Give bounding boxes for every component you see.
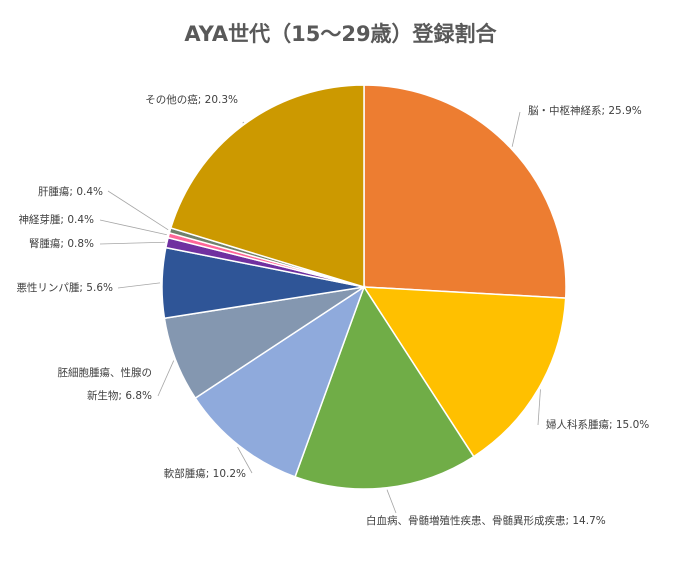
data-label: 婦人科系腫瘍; 15.0% bbox=[546, 418, 649, 431]
pie-slice bbox=[294, 285, 475, 490]
leader-lines bbox=[99, 111, 541, 514]
pie-slice bbox=[194, 285, 366, 478]
leader-line bbox=[537, 389, 541, 426]
pie-slice bbox=[169, 84, 365, 289]
data-label: 胚細胞腫瘍、性腺の bbox=[58, 366, 153, 379]
data-label: 神経芽腫; 0.4% bbox=[18, 213, 94, 226]
leader-line bbox=[99, 241, 165, 245]
leader-line bbox=[107, 190, 169, 231]
data-labels: 脳・中枢神経系; 25.9% 婦人科系腫瘍; 15.0% 白血病、骨髄増殖性疾患、骨… bbox=[16, 93, 649, 527]
data-label: 悪性リンパ腫; 5.6% bbox=[16, 281, 113, 294]
leader-line bbox=[237, 446, 253, 474]
pie-slice bbox=[363, 84, 567, 299]
data-label: 脳・中枢神経系; 25.9% bbox=[528, 104, 642, 117]
leader-line bbox=[157, 360, 175, 397]
pie-slice bbox=[362, 286, 567, 458]
leader-line bbox=[99, 219, 167, 236]
leader-line bbox=[117, 282, 161, 289]
data-label: 軟部腫瘍; 10.2% bbox=[164, 467, 246, 480]
leader-line bbox=[511, 111, 521, 147]
leader-line bbox=[386, 489, 397, 514]
data-label: その他の癌; 20.3% bbox=[145, 93, 238, 106]
leader-line bbox=[242, 121, 245, 124]
chart-title: AYA世代（15〜29歳）登録割合 bbox=[184, 22, 497, 46]
data-label: 白血病、骨髄増殖性疾患、骨髄異形成疾患; 14.7% bbox=[366, 514, 606, 527]
pie-slices bbox=[161, 84, 567, 490]
data-label: 肝腫瘍; 0.4% bbox=[38, 185, 103, 198]
data-label: 腎腫瘍; 0.8% bbox=[29, 237, 94, 250]
data-label: 新生物; 6.8% bbox=[87, 389, 152, 402]
